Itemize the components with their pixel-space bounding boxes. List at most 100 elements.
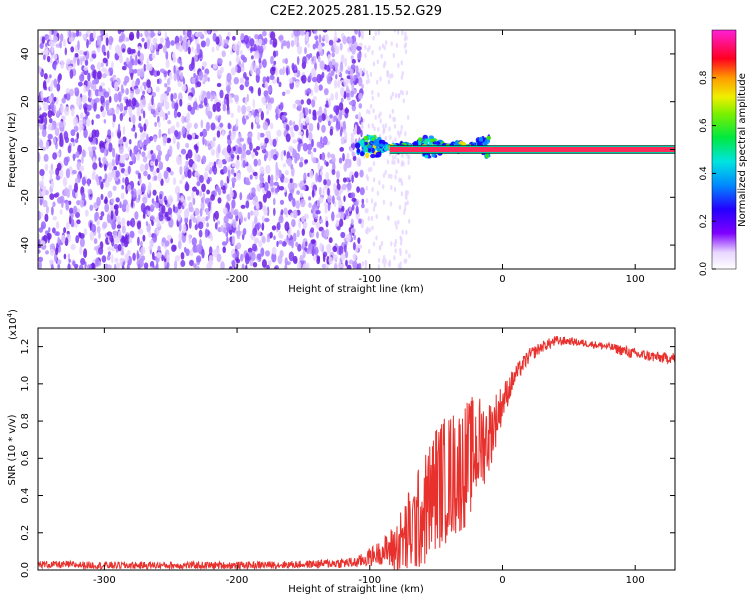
noise-speck [174,260,178,269]
noise-speck [237,224,241,232]
noise-speck [371,89,374,95]
noise-speck [213,161,217,169]
noise-speck [312,116,317,121]
noise-speck [325,100,329,108]
noise-speck [240,49,243,56]
snr-y-tick-label: 0.2 [20,525,31,541]
noise-speck [177,111,181,118]
noise-speck [269,122,274,130]
noise-speck [326,64,331,72]
noise-speck [247,132,253,139]
noise-speck [308,108,312,115]
noise-speck [214,210,219,220]
noise-speck [386,72,389,78]
noise-speck [65,91,71,101]
noise-speck [123,80,128,86]
noise-speck [256,230,261,237]
noise-speck [399,177,403,183]
noise-speck [348,227,352,233]
noise-speck [211,46,215,53]
noise-speck [40,71,44,76]
doppler-speck [365,152,370,159]
noise-speck [91,146,97,151]
noise-speck [205,37,210,47]
colorbar-label: Normalized spectral amplitude [737,73,748,227]
noise-speck [240,204,246,209]
noise-speck [245,149,251,156]
noise-speck [299,156,304,162]
noise-speck [400,124,403,130]
noise-speck [153,265,157,269]
noise-speck [339,130,343,137]
noise-speck [219,89,224,99]
noise-speck [125,234,128,244]
noise-speck [343,91,347,100]
noise-speck [351,59,356,64]
noise-speck [101,110,106,118]
noise-speck [273,60,277,65]
noise-speck [192,186,197,192]
noise-speck [186,115,190,123]
noise-speck [91,53,97,59]
noise-speck [227,31,231,37]
noise-speck [247,212,251,220]
noise-speck [264,81,269,89]
noise-speck [117,129,122,139]
noise-speck [90,98,95,109]
noise-speck [356,71,360,78]
noise-speck [87,79,91,89]
noise-speck [70,129,76,137]
noise-speck [181,115,186,124]
noise-speck [60,104,64,114]
noise-speck [111,246,115,252]
noise-speck [51,206,54,216]
spectrogram-y-axis-label: Frequency (Hz) [7,112,18,188]
noise-speck [108,108,113,114]
noise-speck [360,121,364,130]
noise-speck [246,93,249,103]
noise-speck [373,202,376,208]
noise-speck [328,39,334,46]
noise-speck [279,186,285,191]
noise-speck [317,122,320,131]
snr-y-tick-label: 0.0 [20,562,31,578]
noise-speck [252,98,255,109]
noise-speck [324,206,328,214]
noise-speck [196,81,202,88]
noise-speck [261,96,266,104]
noise-speck [392,116,395,122]
noise-speck [275,112,279,121]
noise-speck [260,111,264,121]
noise-speck [282,66,285,76]
noise-speck [341,205,345,213]
noise-speck [135,102,140,108]
noise-speck [182,30,186,35]
noise-speck [173,108,178,119]
noise-speck [212,137,216,142]
noise-speck [131,127,136,132]
noise-speck [276,240,279,247]
noise-speck [317,115,323,123]
noise-speck [51,125,54,131]
noise-speck [194,134,199,140]
noise-speck [378,180,381,186]
noise-speck [311,67,317,78]
noise-speck [346,85,349,93]
noise-speck [301,74,307,84]
noise-speck [121,184,124,190]
noise-speck [406,200,409,206]
noise-speck [117,244,122,252]
noise-speck [317,55,321,63]
noise-speck [245,264,248,269]
noise-speck [177,80,182,88]
noise-speck [371,95,374,101]
noise-speck [364,208,367,214]
noise-speck [404,31,407,37]
noise-speck [264,137,269,144]
noise-speck [255,201,260,210]
noise-speck [187,30,192,38]
noise-speck [59,195,65,204]
noise-speck [258,38,263,46]
noise-speck [364,44,367,50]
doppler-speck [425,138,431,143]
